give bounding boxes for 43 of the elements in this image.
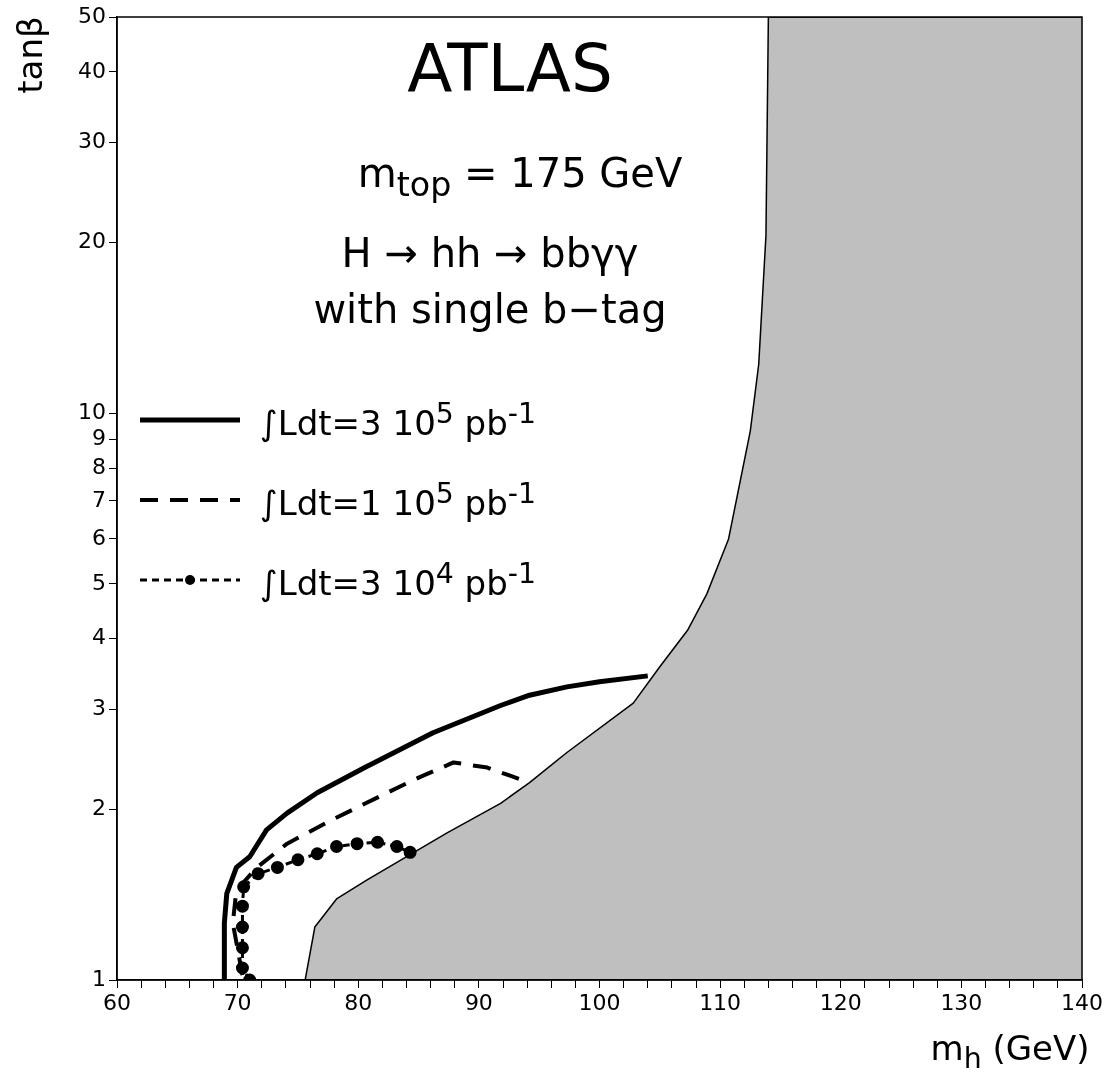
y-tick-label: 9	[92, 424, 106, 450]
x-tick-label: 90	[464, 989, 493, 1015]
x-tick-label: 100	[578, 989, 621, 1015]
x-tick-label: 80	[344, 989, 373, 1015]
y-tick-label: 1	[92, 965, 106, 991]
y-tick-label: 3	[92, 695, 106, 721]
x-tick-label: 110	[699, 989, 742, 1015]
y-tick-label: 5	[92, 569, 106, 595]
annotation: H → hh → bbγγ	[341, 230, 639, 276]
y-tick-label: 40	[78, 57, 106, 83]
y-tick-label: 2	[92, 795, 106, 821]
y-tick-label: 50	[78, 2, 106, 28]
y-tick-label: 20	[78, 228, 106, 254]
x-tick-label: 120	[819, 989, 862, 1015]
y-tick-label: 4	[92, 624, 106, 650]
x-tick-label: 60	[103, 989, 131, 1015]
x-tick-label: 130	[940, 989, 983, 1015]
y-tick-label: 8	[92, 453, 106, 479]
y-tick-label: 10	[78, 398, 106, 424]
legend-label: ∫Ldt=3 10$^{4}$ pb$^{-1}$	[260, 556, 537, 604]
point	[235, 899, 249, 913]
x-axis-title: m$_{h}$ (GeV)	[930, 1028, 1090, 1075]
y-tick-label: 7	[92, 486, 106, 512]
y-tick-label: 30	[78, 128, 106, 154]
x-tick-label: 140	[1061, 989, 1103, 1015]
legend-label: ∫Ldt=1 10$^{5}$ pb$^{-1}$	[260, 476, 537, 524]
point	[291, 853, 305, 867]
chart-title: ATLAS	[407, 30, 613, 107]
point	[350, 837, 364, 851]
point	[310, 847, 324, 861]
text: m$_{top}$ = 175 GeV	[357, 150, 683, 204]
point	[390, 840, 404, 853]
legend-label: ∫Ldt=3 10$^{5}$ pb$^{-1}$	[260, 396, 537, 444]
y-tick-label: 6	[92, 524, 106, 550]
point	[235, 941, 249, 955]
point	[235, 920, 249, 934]
point	[330, 840, 344, 853]
point	[371, 835, 385, 849]
point	[251, 867, 265, 881]
annotation: with single b−tag	[313, 286, 667, 332]
y-axis-title: tanβ	[10, 16, 50, 94]
point	[270, 860, 284, 874]
x-tick-label: 70	[223, 989, 252, 1015]
